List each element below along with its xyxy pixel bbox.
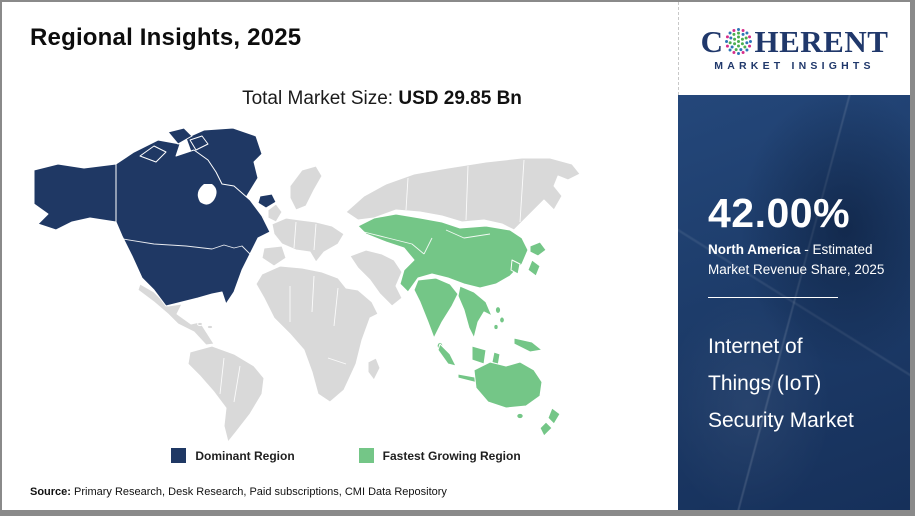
brand-tagline: MARKET INSIGHTS — [714, 59, 875, 72]
market-share-caption: North America - Estimated Market Revenue… — [708, 240, 896, 281]
page-title: Regional Insights, 2025 — [30, 24, 302, 51]
source-note: Source: Primary Research, Desk Research,… — [30, 486, 447, 498]
world-map — [28, 126, 664, 444]
fastest-growing-region-label: Fastest Growing Region — [382, 448, 521, 463]
total-market-size-label: Total Market Size: — [242, 88, 399, 109]
region-north-america — [33, 127, 277, 307]
dominant-region-label: Dominant Region — [195, 448, 295, 463]
source-text: Primary Research, Desk Research, Paid su… — [70, 486, 447, 498]
market-name: Internet of Things (IoT) Security Market — [708, 334, 854, 433]
world-map-svg — [33, 127, 581, 443]
divider-line — [708, 296, 838, 298]
market-share-value: 42.00% — [708, 190, 851, 236]
brand-logo: C HERENT MARKET INSIGHTS — [678, 2, 910, 95]
total-market-size-value: USD 29.85 Bn — [398, 88, 522, 109]
brand-wordmark: C HERENT — [701, 26, 889, 57]
main-content: Regional Insights, 2025 Total Market Siz… — [2, 2, 678, 510]
map-legend: Dominant Region Fastest Growing Region — [28, 448, 664, 463]
market-share-desc: - Estimated Market Revenue Share, 2025 — [708, 242, 885, 278]
legend-item-fastest-growing: Fastest Growing Region — [358, 448, 521, 463]
dominant-region-swatch — [171, 448, 187, 463]
dotted-globe-icon — [725, 27, 753, 55]
source-label: Source: — [30, 486, 71, 498]
market-share-region: North America — [708, 242, 801, 258]
stats-panel: 42.00% North America - Estimated Market … — [678, 95, 910, 510]
region-asia-pacific — [357, 213, 561, 437]
fastest-growing-region-swatch — [358, 448, 374, 463]
brand-letter-c: C — [700, 23, 724, 59]
legend-item-dominant: Dominant Region — [171, 448, 295, 463]
sidebar: C HERENT MARKET INSIGHTS 42.00% North Am… — [678, 2, 910, 510]
region-rest-of-world — [137, 157, 581, 443]
total-market-size: Total Market Size: USD 29.85 Bn — [90, 88, 674, 110]
brand-letters-rest: HERENT — [754, 23, 889, 59]
